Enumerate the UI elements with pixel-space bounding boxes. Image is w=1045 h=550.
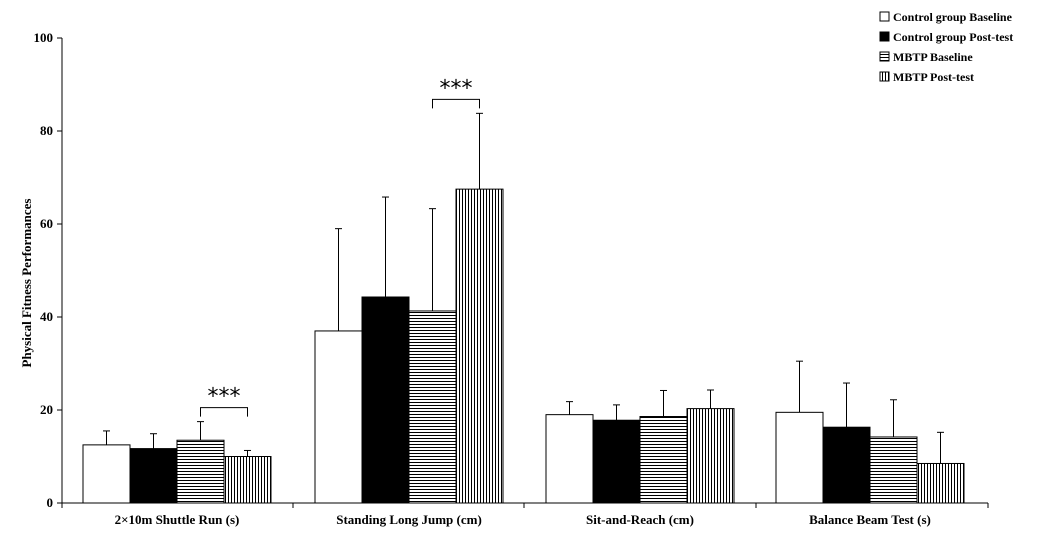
y-tick-label: 80	[40, 123, 53, 138]
y-tick-label: 0	[47, 495, 54, 510]
significance-stars: ***	[440, 76, 473, 101]
legend-swatch	[879, 51, 890, 62]
x-category-label: 2×10m Shuttle Run (s)	[115, 512, 240, 527]
bar	[686, 408, 735, 504]
x-category-label: Sit-and-Reach (cm)	[586, 512, 694, 527]
legend-label: Control group Baseline	[893, 10, 1013, 24]
error-bars-group	[103, 112, 944, 464]
bar	[639, 416, 688, 504]
bar	[176, 439, 225, 504]
bar	[314, 330, 363, 504]
legend-label: Control group Post-test	[893, 30, 1013, 44]
bar	[408, 310, 457, 504]
y-tick-label: 20	[40, 402, 53, 417]
bar	[775, 411, 824, 504]
legend-swatch	[879, 71, 890, 82]
legend-swatch	[879, 11, 890, 22]
y-axis: 0 20 40 60 80 100	[34, 30, 63, 510]
legend-label: MBTP Baseline	[893, 50, 973, 64]
legend: Control group Baseline Control group Post…	[879, 10, 1013, 84]
y-axis-label: Physical Fitness Performances	[19, 199, 34, 368]
legend-label: MBTP Post-test	[893, 70, 974, 84]
y-tick-label: 60	[40, 216, 53, 231]
significance-bracket	[200, 407, 248, 417]
bar	[361, 296, 410, 504]
bar	[223, 456, 272, 504]
bar	[82, 444, 131, 504]
bar	[545, 414, 594, 504]
x-axis: 2×10m Shuttle Run (s) Standing Long Jump …	[61, 502, 989, 527]
significance-bracket	[432, 98, 480, 109]
y-tick-label: 40	[40, 309, 53, 324]
x-category-label: Balance Beam Test (s)	[809, 512, 931, 527]
legend-swatch	[879, 31, 890, 42]
significance-annotations: *** ***	[200, 76, 480, 417]
bar	[592, 419, 641, 504]
bars-group	[82, 188, 965, 504]
y-tick-label: 100	[34, 30, 54, 45]
x-category-label: Standing Long Jump (cm)	[336, 512, 482, 527]
significance-stars: ***	[208, 385, 241, 410]
bar	[129, 448, 178, 504]
bar	[916, 462, 965, 504]
bar	[869, 436, 918, 504]
bar	[822, 426, 871, 504]
bar	[455, 188, 504, 504]
